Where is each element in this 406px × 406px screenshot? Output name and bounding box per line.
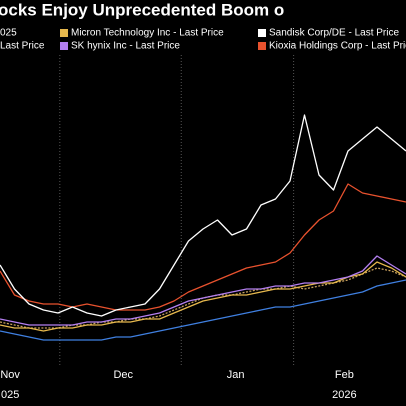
legend-label: Last Price <box>0 41 45 52</box>
legend-swatch <box>258 29 266 37</box>
legend-swatch <box>60 29 68 37</box>
legend-swatch <box>258 42 266 50</box>
series-line <box>0 183 406 311</box>
series-line <box>0 255 406 326</box>
x-tick-label: Nov <box>0 369 20 381</box>
legend-label: Sandisk Corp/DE - Last Price <box>269 28 399 39</box>
legend-label: Micron Technology Inc - Last Price <box>71 28 224 39</box>
legend-label: 025 <box>0 28 17 39</box>
x-year-label: 025 <box>1 389 19 401</box>
chart-title: ocks Enjoy Unprecedented Boom o <box>0 0 284 19</box>
series-line <box>0 279 406 341</box>
legend-label: Kioxia Holdings Corp - Last Price <box>269 41 406 52</box>
x-year-label: 2026 <box>332 389 356 401</box>
x-tick-label: Jan <box>227 369 245 381</box>
legend-swatch <box>60 42 68 50</box>
series-line <box>0 261 406 332</box>
legend-label: SK hynix Inc - Last Price <box>71 41 180 52</box>
x-tick-label: Feb <box>335 369 354 381</box>
x-tick-label: Dec <box>113 369 133 381</box>
series-line <box>0 114 406 317</box>
